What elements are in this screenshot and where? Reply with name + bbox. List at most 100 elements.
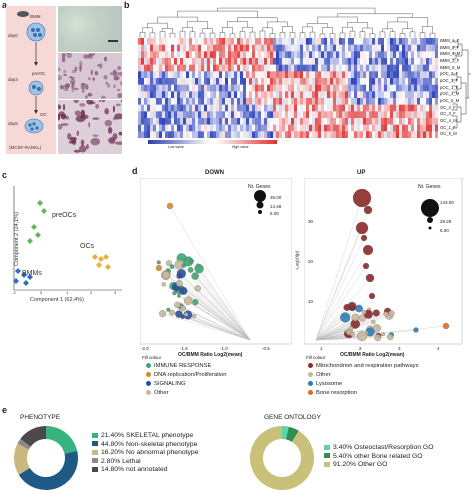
fill-colour-right: Fill colour <box>306 355 326 360</box>
up-xtick-2: 2 <box>359 346 362 351</box>
node-bmm-label: BMM <box>30 14 41 19</box>
down-xtick-2: -1.5 <box>180 346 188 351</box>
legend-dot <box>146 381 151 386</box>
legend-swatch <box>324 461 330 467</box>
dendrogram-top <box>139 7 436 38</box>
panel-c-label: c <box>2 170 8 180</box>
microscopy-image-bmm <box>58 6 122 52</box>
scale-bar <box>108 40 118 42</box>
donut-slice <box>18 450 78 490</box>
oc-stain-texture <box>58 100 122 153</box>
microscopy-image-preoc <box>58 53 122 99</box>
down-xtick-4: -0.5 <box>262 346 270 351</box>
color-scale-bar-high <box>215 140 277 144</box>
heatmap <box>138 38 438 138</box>
sample-label: BMM_3_F <box>440 58 460 63</box>
legend-other-right: Other <box>308 372 331 378</box>
up-size-29: 29.29 <box>440 219 452 224</box>
group-label-bmms: BMMs <box>22 270 42 277</box>
svg-text:1: 1 <box>66 290 69 295</box>
legend-dot <box>146 363 151 368</box>
sample-label: OC_3_F <box>440 111 456 117</box>
up-bubble-plot <box>304 178 463 345</box>
svg-text:3: 3 <box>114 290 117 295</box>
sample-label: BMM_1_F <box>440 38 460 43</box>
up-title: UP <box>357 170 366 176</box>
phenotype-title: PHENOTYPE <box>20 414 61 421</box>
panel-a-label: a <box>2 0 8 10</box>
fill-colour-left: Fill colour <box>142 355 162 360</box>
legend-immune-response: IMMUNE RESPONSE <box>146 363 211 369</box>
sample-label: pOC_4_M <box>440 91 460 97</box>
down-xtick-3: -1.0 <box>220 346 228 351</box>
svg-text:-3: -3 <box>12 290 16 295</box>
donut-legend-item: 16.20% No abnormal phenotype <box>92 449 199 456</box>
panel-e-label: e <box>2 405 8 415</box>
panel-d-label: d <box>132 166 138 176</box>
legend-dot <box>146 390 151 395</box>
pca-xlabel: Component 1 (62,4%) <box>30 297 84 303</box>
up-size-legend-title: Nr. Genes <box>418 184 441 190</box>
sample-label: pOC_1_F <box>440 84 459 90</box>
day0-label: day0 <box>8 33 18 38</box>
pca-plot: -3 0 1 2 3 <box>12 186 122 295</box>
donut-legend-item: 91.20% Other GO <box>324 461 387 468</box>
up-xtick-4: 4 <box>437 346 440 351</box>
up-size-6: 6.00 <box>440 228 449 233</box>
sample-label: pOC_2_F <box>440 71 459 77</box>
sample-label: OC_1_F <box>440 124 456 130</box>
legend-bone-resorption: Bone resorption <box>308 390 357 396</box>
legend-dot <box>308 381 313 386</box>
donut-slice <box>286 426 299 442</box>
bmm-points <box>13 268 33 286</box>
scale-low-label: Low value <box>168 145 184 149</box>
svg-text:2: 2 <box>90 290 93 295</box>
dendrogram-right <box>452 40 471 129</box>
donut-legend-item: 2.80% Lethal <box>92 458 141 465</box>
donut-slice <box>17 438 31 450</box>
up-ytick-20: 20 <box>308 259 314 264</box>
preoc-stain-texture <box>58 53 122 99</box>
sample-label: OC_4_M <box>440 118 457 123</box>
mcsf-rankl-caption: (MCSF-RANKL) <box>9 145 42 150</box>
legend-swatch <box>324 453 330 459</box>
down-size-6: 6.00 <box>270 211 279 216</box>
up-xtick-3: 3 <box>398 346 401 351</box>
donut-slice <box>46 426 78 454</box>
legend-other-left: Other <box>146 390 169 396</box>
sample-label: BMM_2_F <box>440 44 460 50</box>
color-scale-bar <box>148 140 210 144</box>
up-xlabel: OC/BMM Ratio Log2(mean) <box>340 352 405 358</box>
group-label-ocs: OCs <box>80 243 94 250</box>
day3-label: day3 <box>8 77 18 82</box>
svg-text:0: 0 <box>40 290 43 295</box>
legend-swatch <box>92 449 98 455</box>
legend-swatch <box>92 458 98 464</box>
gene-ontology-title: GENE ONTOLOGY <box>264 414 321 421</box>
legend-lysosome: Lysosome <box>308 381 342 387</box>
phenotype-donut <box>14 426 78 490</box>
down-size-14: 14.49 <box>270 204 282 209</box>
sample-label: BMM_5_M <box>440 64 461 70</box>
donut-legend-item: 21.40% SKELETAL phenotype <box>92 432 193 439</box>
node-oc-label: OC <box>40 112 47 117</box>
sample-label: pOC_3_F <box>440 78 459 83</box>
group-label-preocs: preOCs <box>52 212 77 219</box>
sample-label: pOC_5_M <box>440 98 460 103</box>
up-ytick-30: 30 <box>308 219 314 224</box>
down-bubble-plot <box>140 178 292 345</box>
legend-mitochondrion: Mitochondrion and respiration pathways <box>308 363 418 369</box>
legend-swatch <box>92 466 98 472</box>
panel-b-label: b <box>124 0 130 10</box>
legend-swatch <box>324 444 330 450</box>
up-size-143: 143.00 <box>440 200 454 205</box>
down-xlabel: OC/BMM Ratio Log2(mean) <box>178 352 243 358</box>
legend-dot <box>146 372 151 377</box>
down-size-legend-title: Nr. Genes <box>248 184 271 190</box>
preoc-cell-cluster <box>28 80 44 96</box>
donut-slice <box>250 426 314 490</box>
pca-ylabel: Component 2 (24,1%) <box>14 212 20 266</box>
donut-legend-item: 44.80% Non-skeletal phenotype <box>92 441 197 448</box>
up-xtick-1: 1 <box>320 346 323 351</box>
bmm-cell-cluster <box>26 22 46 42</box>
